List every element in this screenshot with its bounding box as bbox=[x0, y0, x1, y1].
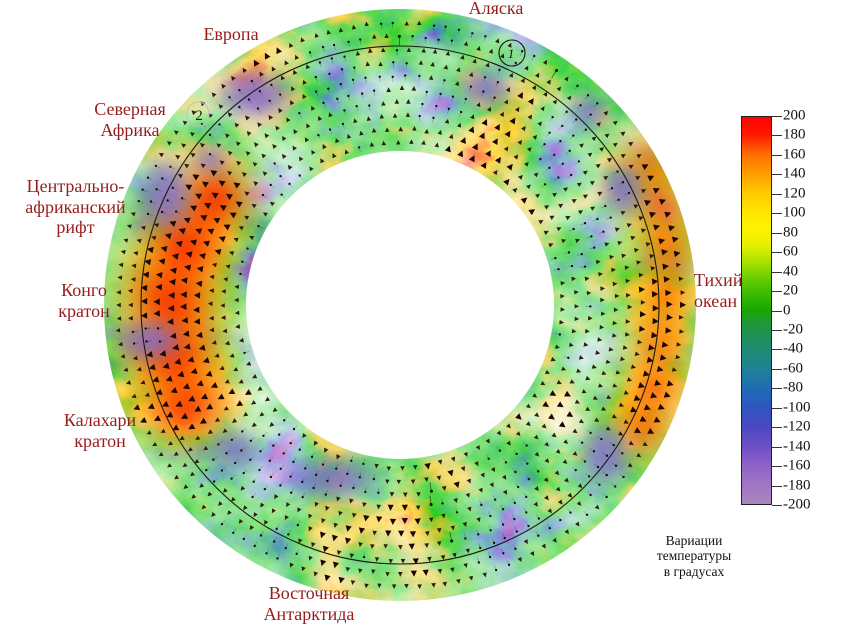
svg-text:1: 1 bbox=[508, 46, 515, 61]
svg-text:2: 2 bbox=[195, 108, 203, 124]
